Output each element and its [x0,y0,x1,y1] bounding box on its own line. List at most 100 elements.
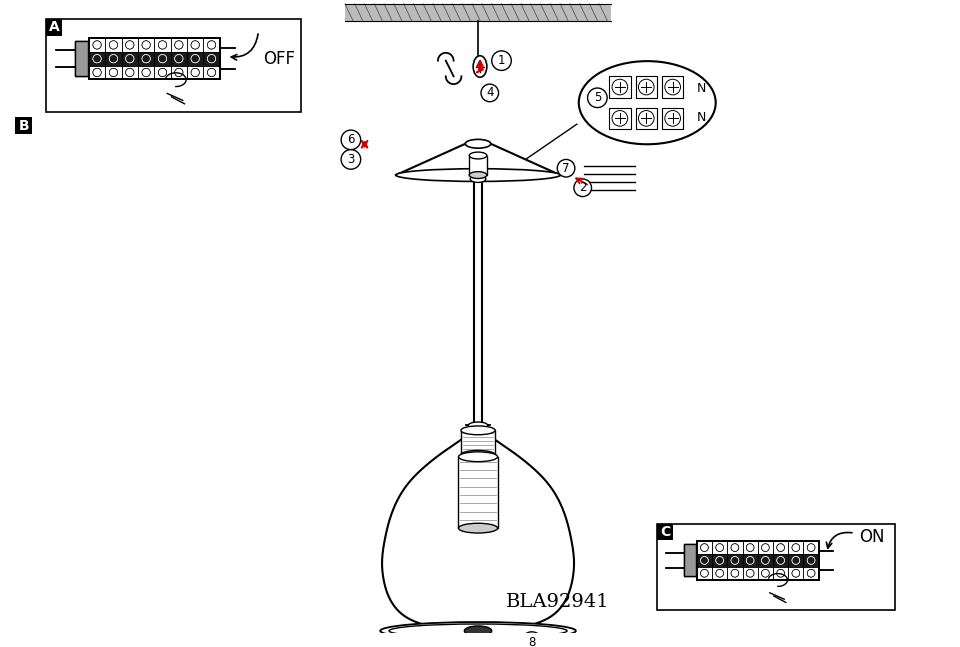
Ellipse shape [466,139,491,148]
Text: B: B [18,118,29,133]
Bar [712,554,728,567]
Bar [804,541,819,554]
Circle shape [191,69,200,76]
Bar [75,41,88,76]
Bar [138,65,155,80]
Circle shape [109,54,117,63]
Circle shape [746,556,754,564]
Bar [788,541,804,554]
Bar [757,567,773,580]
Circle shape [521,632,542,647]
Ellipse shape [459,452,497,462]
Bar [155,52,171,65]
Bar [609,107,631,129]
Ellipse shape [461,450,495,459]
Bar [757,567,773,580]
Circle shape [792,556,800,564]
Circle shape [109,41,117,49]
Bar [657,523,895,610]
Text: BLA92941: BLA92941 [507,593,610,611]
Circle shape [207,54,216,63]
Ellipse shape [389,624,567,638]
Text: 8: 8 [528,636,536,647]
Circle shape [142,54,151,63]
Bar [636,76,657,98]
Bar [697,554,712,567]
Circle shape [777,543,784,551]
Text: ON: ON [859,528,884,546]
Circle shape [701,543,708,551]
Bar [204,38,220,52]
Bar [138,52,155,65]
Bar [187,38,204,52]
Bar [345,4,612,21]
Circle shape [638,79,654,95]
Bar [661,107,684,129]
Circle shape [557,159,575,177]
Circle shape [341,149,361,170]
Circle shape [716,569,724,577]
Circle shape [142,41,151,49]
Ellipse shape [469,152,487,159]
Text: 4: 4 [486,87,493,100]
Bar [155,38,171,52]
Circle shape [191,54,200,63]
Circle shape [126,41,133,49]
Bar [171,38,187,52]
Bar [788,567,804,580]
Bar [773,554,788,567]
Bar [742,541,757,554]
Bar [773,567,788,580]
Bar [712,541,728,554]
Bar [728,541,742,554]
Circle shape [716,556,724,564]
Circle shape [777,543,784,551]
Circle shape [761,569,769,577]
Bar [89,52,106,65]
Circle shape [574,179,591,197]
Bar [712,554,728,567]
Text: 3: 3 [348,153,354,166]
Bar [697,554,712,567]
Bar [773,541,788,554]
Bar [75,41,88,76]
Bar [804,567,819,580]
Circle shape [142,54,151,63]
Circle shape [158,69,167,76]
Circle shape [142,69,151,76]
Ellipse shape [469,171,487,179]
Ellipse shape [579,61,716,144]
Circle shape [175,54,183,63]
Ellipse shape [468,422,488,429]
Bar [728,567,742,580]
Circle shape [732,569,739,577]
Bar [171,52,187,65]
Text: 1: 1 [498,54,505,67]
Ellipse shape [396,169,561,181]
Circle shape [807,543,815,551]
Circle shape [732,556,739,564]
Circle shape [716,569,724,577]
Ellipse shape [468,632,488,640]
Bar [155,52,171,65]
Circle shape [481,84,498,102]
Bar [106,65,122,80]
Text: N: N [696,82,706,94]
Circle shape [126,54,133,63]
Bar [171,38,187,52]
Bar [138,38,155,52]
Bar [155,65,171,80]
Circle shape [777,556,784,564]
Bar [187,65,204,80]
Bar [171,65,187,80]
Bar [122,38,138,52]
Bar [757,554,773,567]
Bar [804,567,819,580]
Bar [204,52,220,65]
Bar [138,65,155,80]
Bar [697,541,819,580]
Bar [788,567,804,580]
Bar [106,38,122,52]
Circle shape [732,556,739,564]
Circle shape [761,556,769,564]
